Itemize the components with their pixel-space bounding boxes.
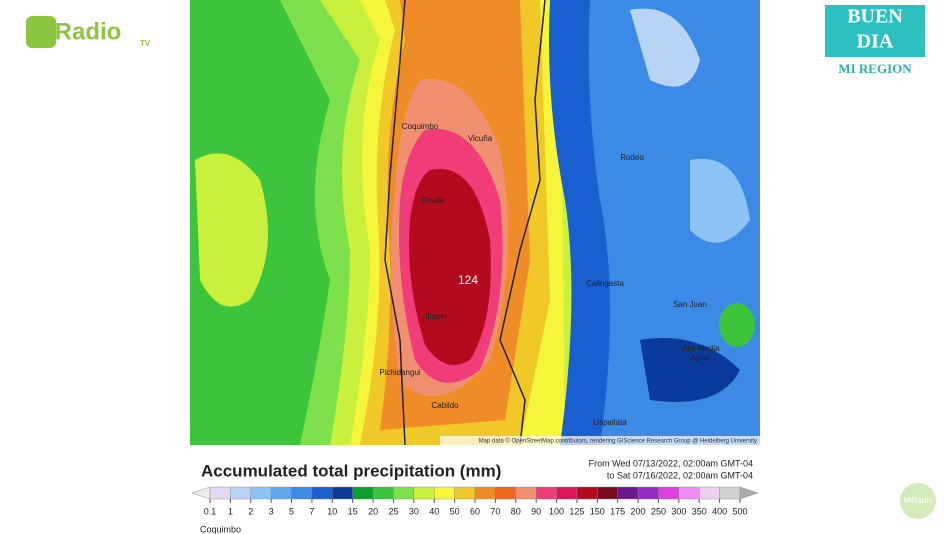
scale-label: 40 — [429, 506, 439, 516]
scale-arrow — [739, 486, 759, 500]
scale-swatch — [576, 486, 598, 500]
scale-label: 150 — [590, 506, 605, 516]
scale-label: 90 — [531, 506, 541, 516]
scale-label: 250 — [651, 506, 666, 516]
scale-swatch — [332, 486, 353, 500]
scale-label: 200 — [631, 506, 646, 516]
scale-swatch — [658, 486, 680, 500]
color-scale: 0.1 1 2 3 5 7 10 15 20 25 30 40 50 60 70 80 90 100 125 150 1… — [204, 486, 748, 516]
logo-sub: TV — [140, 39, 151, 48]
badge-text: DIA — [857, 31, 894, 53]
city-label: Agua — [691, 353, 710, 362]
badge-text: MI REGION — [838, 61, 912, 76]
city-label: Calingasta — [586, 279, 624, 288]
city-label: Coquimbo — [402, 122, 439, 131]
city-label: Pichidangui — [379, 368, 421, 377]
max-value: 124 — [458, 273, 478, 287]
scale-swatch — [474, 486, 496, 500]
scale-label: 1 — [228, 506, 233, 516]
scale-label: 25 — [388, 506, 398, 516]
attribution-bg — [440, 436, 760, 445]
corner-logo-text: MiRadio — [903, 496, 933, 505]
scale-swatch — [230, 486, 251, 500]
scale-label: 100 — [549, 506, 564, 516]
scale-swatch — [352, 486, 374, 500]
city-label: Rodeo — [620, 153, 644, 162]
scale-label: 175 — [610, 506, 625, 516]
scale-swatch — [535, 486, 557, 500]
city-label: Ovalle — [422, 196, 445, 205]
scale-swatch — [372, 486, 394, 500]
logo-box — [26, 16, 56, 48]
scale-swatch — [495, 486, 516, 500]
badge-text: BUEN — [847, 6, 903, 28]
scale-label: 300 — [671, 506, 686, 516]
scale-swatch — [597, 486, 618, 500]
scale-label: 2 — [248, 506, 253, 516]
city-label: Vicuña — [468, 134, 493, 143]
scale-swatch — [393, 486, 415, 500]
attribution: Map data © OpenStreetMap contributors, r… — [479, 438, 757, 445]
badge-box — [825, 5, 925, 57]
city-label: Uspallata — [593, 418, 627, 427]
scale-arrow — [191, 486, 211, 500]
scale-swatch — [454, 486, 476, 500]
city-label: Villa Media — [681, 344, 721, 353]
legend-period: From Wed 07/13/2022, 02:00am GMT-04 — [589, 458, 753, 468]
scale-label: 3 — [269, 506, 274, 516]
map: Coquimbo Vicuña Rodeo Ovalle 124 Illapel… — [190, 0, 760, 445]
city-label: Cabildo — [431, 401, 459, 410]
scale-label: 125 — [569, 506, 584, 516]
scale-label: 400 — [712, 506, 727, 516]
scale-swatch — [291, 486, 313, 500]
footer-place: Coquimbo — [200, 524, 241, 534]
scale-swatch — [719, 486, 741, 500]
scale-label: 60 — [470, 506, 480, 516]
scale-swatch — [617, 486, 639, 500]
scale-swatch — [209, 486, 231, 500]
city-label: Illapel — [426, 312, 447, 321]
scale-label: 20 — [368, 506, 378, 516]
scale-label: 10 — [327, 506, 337, 516]
scale-label: 50 — [450, 506, 460, 516]
scale-swatch — [413, 486, 435, 500]
scale-swatch — [678, 486, 700, 500]
scale-swatch — [311, 486, 333, 500]
scale-swatch — [250, 486, 272, 500]
scale-swatch — [556, 486, 578, 500]
corner-logo — [900, 483, 936, 519]
scale-label: 0.1 — [204, 506, 217, 516]
scale-label: 30 — [409, 506, 419, 516]
scale-label: 80 — [511, 506, 521, 516]
scale-label: 350 — [692, 506, 707, 516]
scale-swatch — [699, 486, 720, 500]
scale-label: 70 — [490, 506, 500, 516]
scale-label: 7 — [309, 506, 314, 516]
scale-label: 15 — [348, 506, 358, 516]
city-label: San Juan — [673, 300, 707, 309]
scale-swatch — [637, 486, 659, 500]
scale-label: 5 — [289, 506, 294, 516]
scale-swatch — [515, 486, 537, 500]
legend-title: Accumulated total precipitation (mm) — [201, 461, 501, 480]
scale-swatch — [434, 486, 455, 500]
legend-period: to Sat 07/16/2022, 02:00am GMT-04 — [607, 470, 753, 480]
logo: MiRadio — [28, 18, 121, 45]
scale-swatch — [270, 486, 292, 500]
scale-label: 500 — [732, 506, 747, 516]
